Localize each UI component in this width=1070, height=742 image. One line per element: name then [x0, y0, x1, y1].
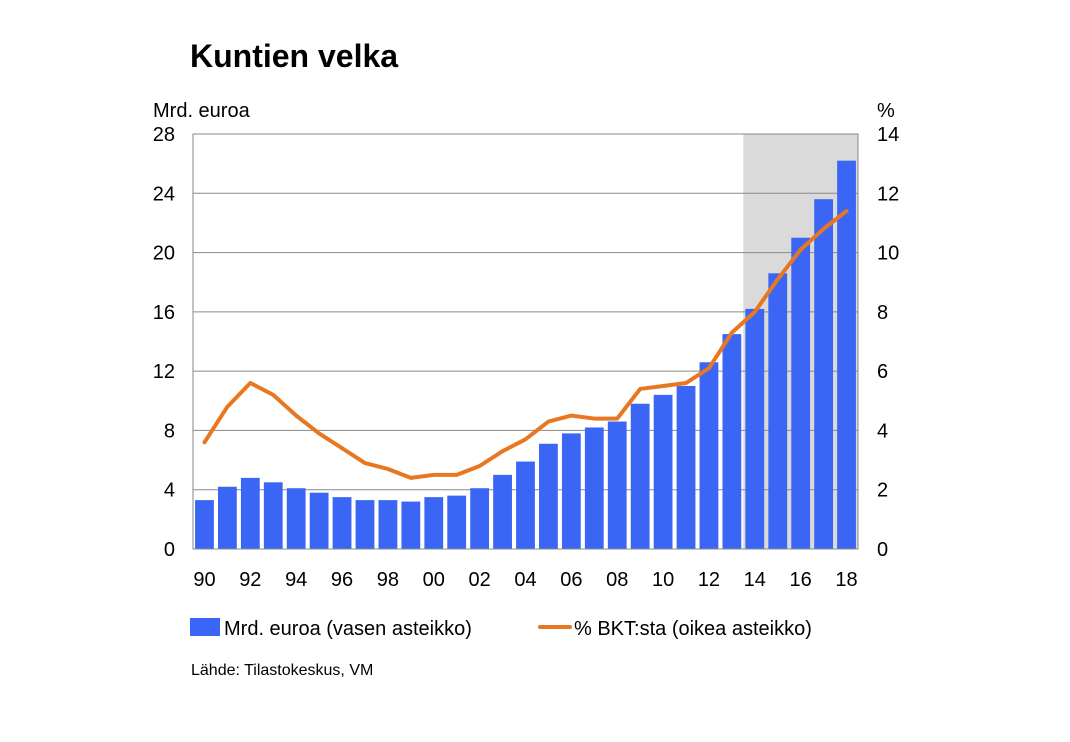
right-tick-label: 6 — [877, 361, 888, 383]
right-tick-label: 10 — [877, 243, 899, 265]
bar-18 — [837, 160, 856, 549]
legend-bar-label: Mrd. euroa (vasen asteikko) — [224, 618, 472, 640]
bar-15 — [768, 273, 788, 549]
right-tick-label: 4 — [877, 420, 888, 442]
bar-16 — [791, 237, 811, 549]
right-tick-label: 14 — [877, 124, 899, 146]
bar-04 — [516, 461, 535, 549]
bar-92 — [240, 477, 260, 549]
chart-title: Kuntien velka — [190, 38, 398, 74]
bar-14 — [745, 308, 765, 549]
right-axis-ticks: 0 2 4 6 8 10 12 14 — [877, 124, 899, 561]
bar-95 — [309, 492, 329, 549]
x-tick-label: 96 — [331, 569, 353, 591]
x-tick-label: 94 — [285, 569, 307, 591]
left-tick-label: 8 — [164, 420, 175, 442]
plot-area-frame — [192, 133, 859, 550]
bar-10 — [653, 394, 673, 549]
x-tick-label: 10 — [652, 569, 674, 591]
left-tick-label: 16 — [153, 302, 175, 324]
bar-02 — [470, 488, 490, 549]
line-series — [202, 209, 849, 480]
bar-05 — [539, 443, 558, 549]
left-axis-unit: Mrd. euroa — [153, 100, 251, 122]
bar-03 — [493, 474, 512, 549]
left-tick-label: 28 — [153, 124, 175, 146]
x-tick-label: 08 — [606, 569, 628, 591]
bar-90 — [195, 500, 214, 549]
right-tick-label: 12 — [877, 183, 899, 205]
bar-13 — [722, 334, 742, 549]
bar-00 — [424, 497, 444, 549]
bar-91 — [217, 486, 237, 549]
bar-93 — [263, 482, 283, 549]
bar-01 — [447, 495, 467, 549]
bar-96 — [332, 497, 352, 549]
bar-08 — [607, 421, 627, 549]
left-tick-label: 24 — [153, 183, 175, 205]
right-tick-label: 2 — [877, 480, 888, 502]
x-axis-ticks: 90 92 94 96 98 00 02 04 06 08 10 12 14 16 18 — [193, 569, 857, 591]
x-tick-label: 98 — [377, 569, 399, 591]
legend: Mrd. euroa (vasen asteikko) % BKT:sta (o… — [190, 618, 812, 640]
x-tick-label: 02 — [469, 569, 491, 591]
bar-97 — [355, 500, 375, 549]
right-tick-label: 8 — [877, 302, 888, 324]
bar-09 — [630, 403, 650, 549]
bar-94 — [286, 488, 306, 549]
bar-98 — [378, 500, 398, 549]
right-axis-unit: % — [877, 100, 895, 122]
x-tick-label: 18 — [835, 569, 857, 591]
bar-12 — [699, 362, 719, 549]
source-note: Lähde: Tilastokeskus, VM — [191, 662, 373, 679]
bar-17 — [814, 199, 834, 549]
x-tick-label: 06 — [560, 569, 582, 591]
bar-11 — [676, 385, 696, 549]
legend-bar-swatch — [190, 618, 220, 636]
bar-series — [195, 160, 856, 549]
right-tick-label: 0 — [877, 539, 888, 561]
left-tick-label: 4 — [164, 480, 175, 502]
x-tick-label: 92 — [239, 569, 261, 591]
left-tick-label: 20 — [153, 243, 175, 265]
bar-07 — [584, 427, 604, 549]
x-tick-label: 00 — [423, 569, 445, 591]
left-tick-label: 12 — [153, 361, 175, 383]
x-tick-label: 12 — [698, 569, 720, 591]
x-tick-label: 90 — [193, 569, 215, 591]
bar-06 — [561, 433, 581, 549]
left-axis-ticks: 0 4 8 12 16 20 24 28 — [153, 124, 175, 561]
left-tick-label: 0 — [164, 539, 175, 561]
x-tick-label: 16 — [790, 569, 812, 591]
x-tick-label: 04 — [514, 569, 536, 591]
x-tick-label: 14 — [744, 569, 766, 591]
legend-line-label: % BKT:sta (oikea asteikko) — [574, 618, 812, 640]
bar-99 — [401, 501, 421, 549]
